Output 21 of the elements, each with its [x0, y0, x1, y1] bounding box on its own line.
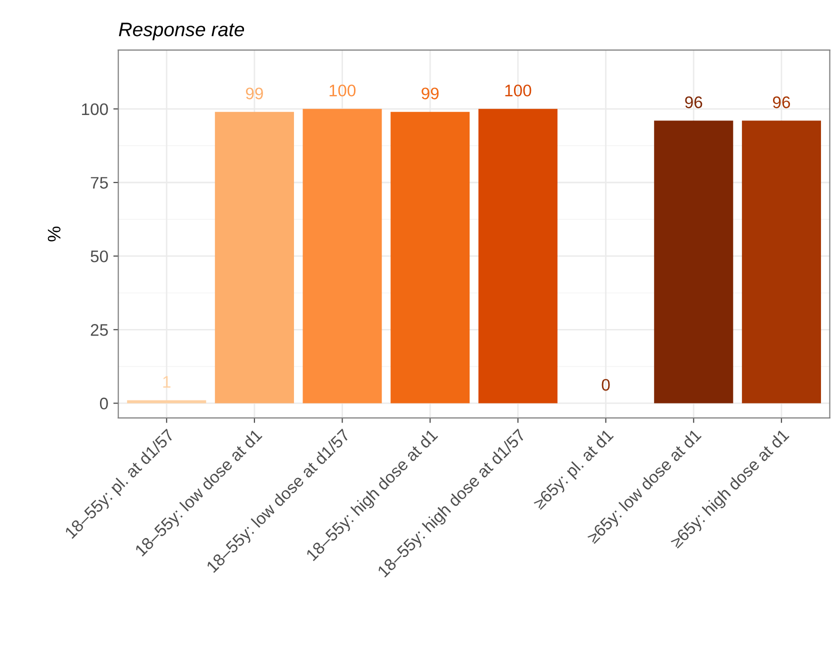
y-axis-title: %	[48, 226, 60, 242]
y-tick-label: 75	[90, 177, 108, 189]
bar	[302, 108, 382, 404]
bar	[654, 120, 734, 404]
data-label: 100	[330, 84, 356, 96]
data-label: 1	[163, 376, 170, 388]
data-label: 0	[602, 378, 610, 391]
y-tick-label: 0	[100, 398, 108, 410]
bar	[478, 108, 558, 404]
y-tick-label: 50	[90, 250, 108, 262]
bar	[390, 112, 470, 404]
bar	[742, 120, 821, 404]
data-label: 96	[685, 96, 702, 108]
y-tick-label: 25	[90, 324, 108, 336]
bar	[214, 112, 294, 404]
data-label: 100	[505, 84, 532, 96]
y-tick-label: 100	[82, 103, 108, 116]
data-label: 99	[422, 88, 439, 100]
data-label: 96	[772, 96, 790, 108]
data-label: 99	[246, 88, 263, 100]
chart-title: Response rate	[118, 22, 244, 40]
